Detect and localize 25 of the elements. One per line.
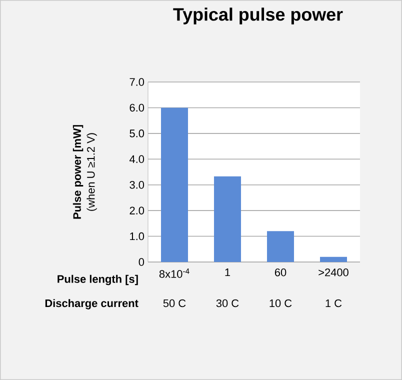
y-tick-label: 5.0 — [130, 130, 144, 138]
x-tick-label: >2400 — [318, 268, 348, 276]
y-tick-label: 7.0 — [130, 78, 144, 86]
bar — [214, 176, 241, 262]
text: 10 C — [270, 299, 292, 308]
text: 50 C — [163, 299, 186, 308]
text: (when U ≥1.2 V) — [86, 133, 97, 211]
y-axis-title: Pulse power [mW] — [72, 125, 84, 219]
y-tick-label: 1.0 — [130, 232, 144, 240]
x-tick-label: 1 — [225, 268, 230, 276]
x-axis-title: Pulse length [s] — [58, 274, 138, 286]
y-tick-label: 3.0 — [130, 180, 144, 189]
text: 1 C — [326, 299, 342, 308]
x-tick-label: 60 — [274, 268, 286, 276]
chart-title: Typical pulse power — [173, 8, 343, 24]
y-tick-label: 0 — [138, 258, 144, 266]
bar — [161, 108, 188, 262]
text: 30 C — [216, 299, 239, 308]
bar — [320, 256, 347, 262]
bar — [267, 231, 294, 262]
x-tick-label: 8x10$^{-4}$ — [159, 268, 190, 278]
y-tick-label: 2.0 — [130, 206, 144, 214]
text: Discharge current — [45, 299, 138, 310]
y-tick-label: 4.0 — [129, 155, 144, 164]
y-tick-label: 6.0 — [130, 104, 144, 112]
